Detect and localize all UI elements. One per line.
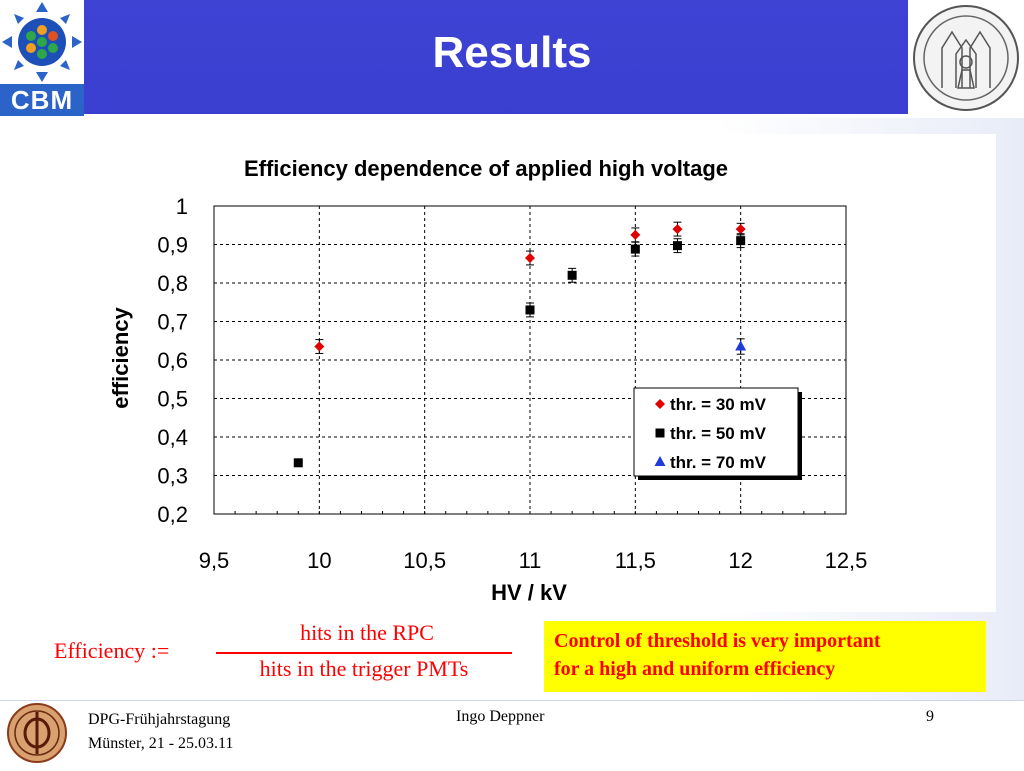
legend-marker [655, 428, 665, 438]
y-axis-label: efficiency [108, 306, 133, 408]
data-point [672, 224, 683, 235]
x-tick-label: 12,5 [825, 548, 868, 573]
physics-society-logo [4, 700, 70, 766]
data-point [567, 270, 577, 280]
data-point [630, 229, 641, 240]
efficiency-formula: Efficiency := hits in the RPC hits in th… [54, 620, 524, 684]
x-tick-label: 12 [728, 548, 752, 573]
y-tick-label: 0,8 [157, 271, 188, 296]
data-point [525, 305, 535, 315]
page-number: 9 [926, 708, 934, 725]
footer-event-name: DPG-Frühjahrstagung [88, 711, 231, 728]
threshold-note: Control of threshold is very important f… [544, 621, 986, 692]
slide-title: Results [432, 28, 592, 77]
cbm-logo-text: CBM [0, 84, 84, 116]
y-tick-label: 0,6 [157, 348, 188, 373]
cbm-detector-icon [2, 2, 82, 82]
x-tick-label: 10,5 [403, 548, 446, 573]
grid-lines [213, 206, 847, 514]
university-seal-logo [908, 0, 1024, 116]
y-axis-ticks: 0,2 0,3 0,4 0,5 0,6 0,7 0,8 0,9 1 [157, 194, 188, 527]
data-point [735, 340, 747, 351]
y-tick-label: 0,9 [157, 233, 188, 258]
x-tick-label: 10 [307, 548, 331, 573]
legend-label: thr. = 70 mV [670, 453, 767, 472]
footer-event: DPG-Frühjahrstagung Münster, 21 - 25.03.… [88, 708, 233, 756]
formula-label: Efficiency := [54, 638, 170, 663]
legend-label: thr. = 30 mV [670, 395, 767, 414]
data-point [630, 244, 640, 254]
x-axis-ticks: 9,5 10 10,5 11 11,5 12 12,5 [199, 548, 868, 573]
phi-logo-icon [7, 703, 67, 763]
x-tick-label: 9,5 [199, 548, 230, 573]
formula-numerator: hits in the RPC [300, 620, 434, 645]
series-square [293, 233, 746, 468]
efficiency-chart: Efficiency dependence of applied high vo… [108, 156, 868, 605]
data-series [293, 221, 747, 468]
note-line-1: Control of threshold is very important [554, 630, 881, 652]
header-divider [0, 114, 1024, 118]
y-tick-label: 0,3 [157, 464, 188, 489]
seal-icon [913, 5, 1019, 111]
series-triangle [735, 338, 747, 355]
chart-legend: thr. = 30 mV thr. = 50 mV thr. = 70 mV [633, 387, 802, 480]
formula-denominator: hits in the trigger PMTs [259, 656, 469, 681]
data-point [672, 241, 682, 251]
data-point [525, 252, 535, 263]
legend-marker [654, 456, 666, 466]
chart-title: Efficiency dependence of applied high vo… [244, 156, 728, 181]
x-tick-label: 11 [519, 548, 542, 573]
legend-marker [655, 399, 665, 409]
data-point [735, 224, 746, 235]
y-tick-label: 0,4 [157, 425, 188, 450]
footer-author: Ingo Deppner [456, 708, 545, 725]
y-tick-label: 0,2 [157, 502, 188, 527]
fraction-line [216, 652, 512, 654]
legend-label: thr. = 50 mV [670, 424, 767, 443]
note-line-2: for a high and uniform efficiency [554, 658, 836, 680]
data-point [736, 236, 746, 246]
footer-divider [0, 700, 1024, 701]
cbm-logo: CBM [0, 0, 84, 116]
y-tick-label: 0,7 [157, 310, 188, 335]
data-point [314, 341, 325, 352]
footer-place-date: Münster, 21 - 25.03.11 [88, 735, 234, 752]
y-tick-label: 0,5 [157, 387, 188, 412]
series-diamond [314, 221, 746, 354]
x-tick-label: 11,5 [615, 548, 656, 573]
y-tick-label: 1 [176, 194, 188, 219]
header-bar [0, 0, 1024, 118]
x-axis-label: HV / kV [491, 580, 567, 605]
data-point [293, 458, 303, 468]
